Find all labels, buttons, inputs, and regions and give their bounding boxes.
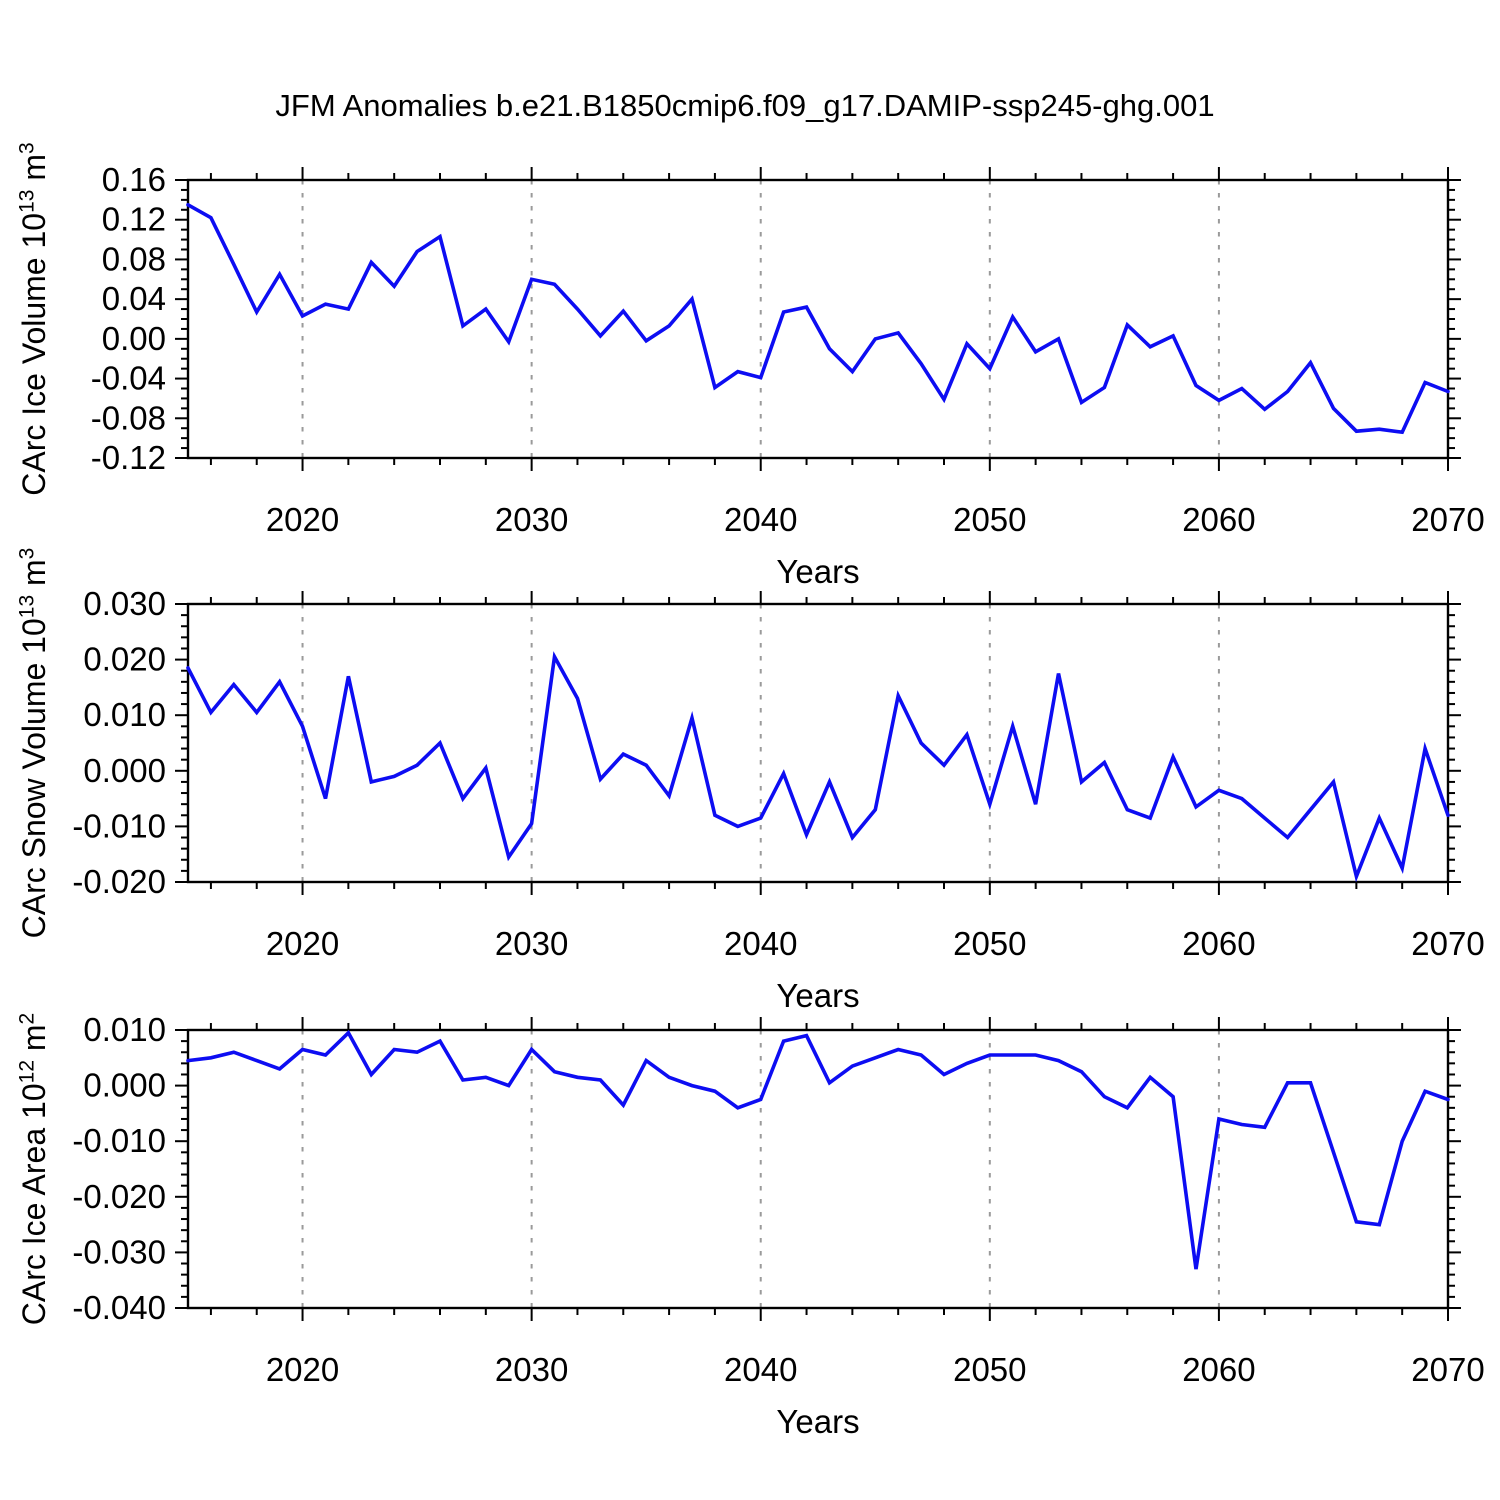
- y-axis-label-exponent: 12: [15, 1060, 39, 1084]
- tick-label: 0.000: [83, 1067, 166, 1104]
- tick-label: 2020: [266, 1351, 339, 1388]
- tick-label: -0.08: [91, 399, 166, 436]
- tick-label: 2060: [1182, 925, 1255, 962]
- tick-label: 2050: [953, 501, 1026, 538]
- tick-label: 2070: [1411, 925, 1484, 962]
- x-axis-label-years-top: Years: [776, 553, 860, 590]
- y-axis-label-text: CArc Snow Volume 10: [16, 618, 52, 939]
- tick-label: 2050: [953, 1351, 1026, 1388]
- y-axis-label-unit-exponent: 3: [15, 142, 39, 154]
- figure-title: JFM Anomalies b.e21.B1850cmip6.f09_g17.D…: [275, 88, 1215, 123]
- tick-label: 2040: [724, 501, 797, 538]
- chart-snow-volume: 0.030 0.020 0.010 0.000 -0.010 -0.020 2020 2030…: [72, 585, 1484, 962]
- tick-label: 2060: [1182, 501, 1255, 538]
- tick-label: -0.030: [72, 1233, 166, 1270]
- tick-label: -0.12: [91, 439, 166, 476]
- tick-label: 2060: [1182, 1351, 1255, 1388]
- tick-label: 0.04: [102, 280, 166, 317]
- tick-label: 2030: [495, 925, 568, 962]
- tick-label: 0.00: [102, 320, 166, 357]
- tick-label: 0.16: [102, 161, 166, 198]
- plot-frame: [186, 178, 1450, 460]
- tick-label: 2030: [495, 1351, 568, 1388]
- tick-label: -0.010: [72, 807, 166, 844]
- tick-label: -0.040: [72, 1289, 166, 1326]
- tick-label: 0.12: [102, 201, 166, 238]
- y-axis-label-text: CArc Ice Volume 10: [16, 212, 52, 496]
- data-line-ice-area: [186, 1029, 1450, 1270]
- y-axis-label-exponent: 13: [15, 594, 39, 619]
- tick-label: -0.020: [72, 863, 166, 900]
- tick-label: 2050: [953, 925, 1026, 962]
- tick-label: 0.020: [83, 641, 166, 678]
- tick-label: 2020: [266, 501, 339, 538]
- y-axis-label-unit: m: [16, 1024, 52, 1060]
- tick-label: -0.010: [72, 1122, 166, 1159]
- tick-label: 2040: [724, 925, 797, 962]
- y-axis-label-text: CArc Ice Area 10: [16, 1083, 52, 1326]
- tick-label: -0.04: [91, 360, 166, 397]
- tick-label: -0.020: [72, 1178, 166, 1215]
- plot-frame: [186, 1028, 1450, 1310]
- data-line-ice-volume: [186, 203, 1450, 435]
- chart-ice-area: 0.010 0.000 -0.010 -0.020 -0.030 -0.040 2020 20…: [72, 1011, 1484, 1388]
- tick-label: 2040: [724, 1351, 797, 1388]
- plot-frame: [186, 602, 1450, 884]
- tick-label: 2030: [495, 501, 568, 538]
- x-axis-label-years-middle: Years: [776, 977, 860, 1014]
- tick-label: 2070: [1411, 1351, 1484, 1388]
- tick-label: 2020: [266, 925, 339, 962]
- tick-label: 2070: [1411, 501, 1484, 538]
- tick-label: 0.010: [83, 696, 166, 733]
- tick-label: 0.030: [83, 585, 166, 622]
- y-axis-label-exponent: 13: [15, 189, 39, 213]
- data-line-snow-volume: [186, 651, 1450, 883]
- tick-label: 0.010: [83, 1011, 166, 1048]
- tick-label: 0.08: [102, 240, 166, 277]
- tick-label: 0.000: [83, 752, 166, 789]
- chart-ice-volume: 0.160.120.080.040.00-0.04-0.08-0.12 2020 2…: [91, 161, 1485, 538]
- y-axis-label-unit: m: [16, 154, 52, 190]
- x-axis-label-years-bottom: Years: [776, 1403, 860, 1440]
